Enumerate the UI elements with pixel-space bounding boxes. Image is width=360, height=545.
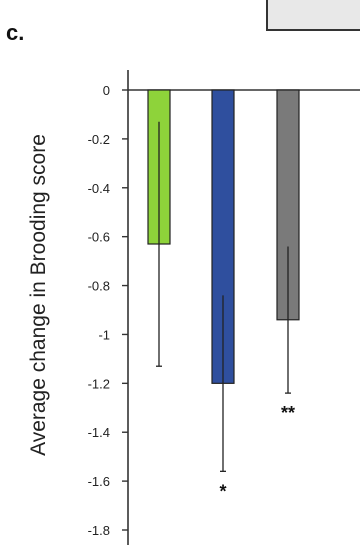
- legend-box: [266, 0, 360, 31]
- y-tick-label: -1.8: [88, 523, 110, 538]
- y-tick-label: -0.4: [88, 181, 110, 196]
- y-tick-label: -1.4: [88, 425, 110, 440]
- y-tick-label: -1.2: [88, 376, 110, 391]
- y-tick-label: -1: [98, 327, 110, 342]
- significance-label: *: [219, 481, 226, 501]
- y-tick-label: -0.2: [88, 132, 110, 147]
- y-axis: 0 -0.2 -0.4 -0.6 -0.8 -1 -1.2 -1.4 -1.6 -1.8: [88, 70, 360, 545]
- panel-label: c.: [6, 20, 24, 45]
- y-axis-label: Average change in Brooding score: [27, 134, 50, 456]
- y-tick-label: -0.8: [88, 279, 110, 294]
- significance-label: **: [281, 403, 295, 423]
- y-tick-label: 0: [103, 83, 110, 98]
- y-tick-label: -0.6: [88, 230, 110, 245]
- bars: ***: [147, 89, 300, 501]
- y-tick-label: -1.6: [88, 474, 110, 489]
